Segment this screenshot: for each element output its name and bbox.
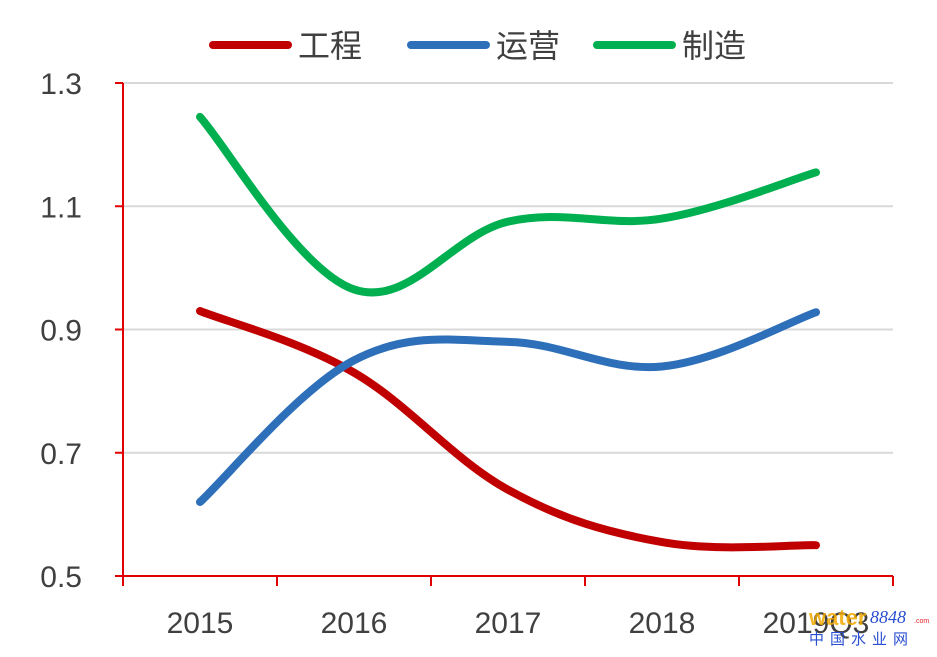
legend-label-0: 工程: [298, 27, 362, 65]
y-tick-label: 0.5: [40, 561, 82, 594]
x-tick-label: 2018: [629, 607, 696, 640]
series-line-2: [196, 112, 820, 297]
y-tick-labels: 0.5 0.7 0.9 1.1 1.3: [40, 68, 82, 594]
watermark-logo: water 8848 .com 中国水业网: [808, 605, 929, 648]
gridlines: [123, 82, 893, 454]
legend: 工程 运营 制造: [209, 27, 746, 65]
watermark-brand-word: water: [808, 605, 867, 630]
axes: [115, 82, 894, 586]
y-tick-label: 0.9: [40, 315, 82, 348]
watermark-brand-number: 8848: [870, 607, 906, 627]
x-tick-label: 2015: [167, 607, 234, 640]
x-tick-labels: 2015 2016 2017 2018 2019Q3: [167, 607, 870, 640]
series-line-1: [196, 308, 820, 507]
y-tick-label: 0.7: [40, 438, 82, 471]
legend-label-2: 制造: [682, 27, 746, 65]
x-tick-label: 2017: [475, 607, 542, 640]
series-line-0: [196, 307, 820, 552]
y-tick-label: 1.1: [40, 191, 82, 224]
watermark-brand-cn: 中国水业网: [809, 630, 914, 648]
legend-label-1: 运营: [496, 27, 560, 65]
y-tick-label: 1.3: [40, 68, 82, 101]
x-tick-label: 2016: [321, 607, 388, 640]
series-lines: [196, 112, 820, 552]
watermark-brand-domain: .com: [914, 618, 929, 625]
x-tick-label: 2019Q3: [763, 607, 870, 640]
